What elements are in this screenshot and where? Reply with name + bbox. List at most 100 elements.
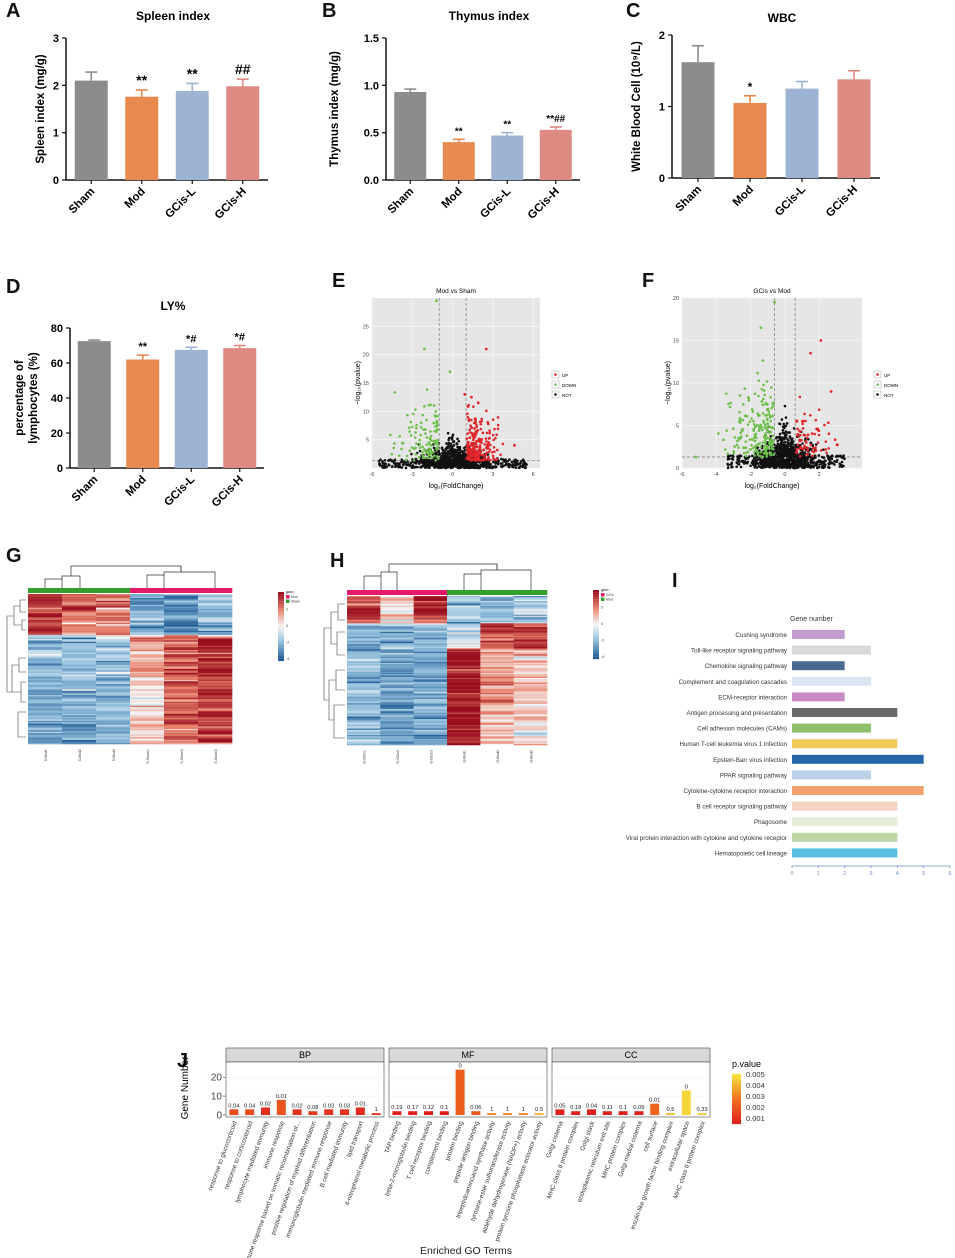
heatmap-cell bbox=[480, 694, 514, 696]
heatmap-cell bbox=[198, 675, 233, 678]
point-not bbox=[447, 451, 450, 454]
bar-protein-tyrosine-phosphatase-activator-activity bbox=[534, 1113, 544, 1115]
point-not bbox=[452, 440, 456, 443]
point-not bbox=[440, 446, 444, 450]
heatmap-cell bbox=[480, 659, 514, 661]
heatmap-cell bbox=[447, 708, 481, 711]
x-tick-label-gcis-l: GCis-L bbox=[163, 186, 198, 221]
point-not bbox=[752, 461, 755, 465]
heatmap-cell bbox=[62, 669, 97, 671]
point-not bbox=[731, 458, 735, 461]
heatmap-cell bbox=[380, 710, 414, 712]
point-not bbox=[514, 466, 518, 470]
point-down bbox=[765, 455, 769, 458]
category-label: Toll-like receptor signaling pathway bbox=[691, 648, 788, 655]
legend-group-key bbox=[286, 599, 290, 603]
bar-value-label: 0.01 bbox=[276, 1094, 287, 1100]
heatmap-cell bbox=[347, 605, 381, 608]
heatmap-cell bbox=[447, 628, 481, 630]
heatmap-cell bbox=[447, 618, 481, 620]
heatmap-cell bbox=[96, 628, 131, 630]
point-down bbox=[420, 450, 424, 454]
point-down bbox=[728, 405, 732, 409]
point-down bbox=[419, 433, 423, 437]
heatmap-cell bbox=[130, 703, 165, 705]
heatmap-cell bbox=[380, 629, 414, 632]
heatmap-cell bbox=[447, 598, 481, 601]
point-not bbox=[758, 457, 762, 461]
heatmap-cell bbox=[413, 598, 448, 601]
color-scale-tick: 2 bbox=[286, 608, 288, 612]
heatmap-cell bbox=[96, 709, 131, 712]
point-down bbox=[428, 443, 432, 446]
point-down bbox=[390, 452, 394, 456]
color-scale-step bbox=[278, 610, 284, 613]
point-down bbox=[427, 441, 431, 444]
heatmap-cell bbox=[447, 641, 481, 644]
heatmap-cell bbox=[447, 731, 481, 733]
y-tick-label: 1 bbox=[659, 102, 665, 114]
point-down bbox=[404, 458, 408, 462]
heatmap-cell bbox=[513, 668, 548, 670]
heatmap-cell bbox=[413, 712, 448, 715]
heatmap-cell bbox=[513, 598, 548, 601]
heatmap-cell bbox=[447, 665, 481, 668]
heatmap-cell bbox=[413, 711, 448, 714]
heatmap-cell bbox=[447, 603, 481, 605]
heatmap-cell bbox=[513, 618, 548, 620]
heatmap-cell bbox=[130, 675, 165, 678]
point-down bbox=[736, 439, 739, 443]
x-tick-label: 6 bbox=[532, 472, 535, 478]
heatmap-cell bbox=[164, 688, 199, 690]
heatmap-cell bbox=[130, 643, 165, 645]
x-tick-label: 2 bbox=[843, 871, 846, 877]
point-not bbox=[730, 465, 733, 469]
point-not bbox=[780, 458, 783, 462]
point-not bbox=[487, 466, 491, 469]
point-not bbox=[785, 466, 789, 470]
y-tick-label: 0.0 bbox=[364, 175, 379, 187]
point-not bbox=[792, 449, 796, 453]
heatmap-cell bbox=[447, 726, 481, 728]
point-up bbox=[486, 457, 490, 460]
heatmap-cell bbox=[130, 685, 165, 688]
heatmap-cell bbox=[347, 676, 381, 679]
heatmap-cell bbox=[130, 641, 165, 644]
point-up bbox=[802, 419, 805, 423]
heatmap-cell bbox=[28, 607, 63, 610]
heatmap-cell bbox=[447, 608, 481, 610]
point-up bbox=[487, 442, 490, 446]
heatmap-cell bbox=[62, 699, 97, 701]
heatmap-cell bbox=[513, 743, 548, 746]
heatmap-cell bbox=[62, 723, 97, 726]
heatmap-cell bbox=[198, 648, 233, 651]
point-down bbox=[757, 429, 761, 432]
heatmap-cell bbox=[28, 674, 63, 677]
heatmap-cell bbox=[480, 599, 514, 602]
heatmap-cell bbox=[447, 607, 481, 609]
group-bar-cell bbox=[28, 588, 63, 593]
heatmap-cell bbox=[130, 621, 165, 623]
legend-group-sham: Sham bbox=[291, 600, 300, 604]
heatmap-cell bbox=[62, 737, 97, 739]
point-down bbox=[738, 421, 742, 424]
heatmap-cell bbox=[96, 604, 131, 607]
heatmap-cell bbox=[447, 605, 481, 608]
point-up bbox=[479, 427, 483, 431]
point-down bbox=[761, 403, 765, 407]
y-tick-label: 2 bbox=[659, 30, 665, 42]
heatmap-cell bbox=[96, 648, 131, 651]
column-label-s-mod2: S-Mod2 bbox=[78, 749, 82, 761]
heatmap-cell bbox=[380, 726, 414, 728]
heatmap-cell bbox=[413, 692, 448, 695]
heatmap-cell bbox=[130, 600, 165, 603]
heatmap-cell bbox=[28, 615, 63, 618]
heatmap-cell bbox=[347, 615, 381, 618]
heatmap-cell bbox=[380, 617, 414, 619]
heatmap-cell bbox=[96, 737, 131, 739]
heatmap-cell bbox=[198, 658, 233, 660]
point-up bbox=[479, 459, 482, 462]
heatmap-cell bbox=[413, 708, 448, 711]
point-not bbox=[478, 466, 482, 470]
